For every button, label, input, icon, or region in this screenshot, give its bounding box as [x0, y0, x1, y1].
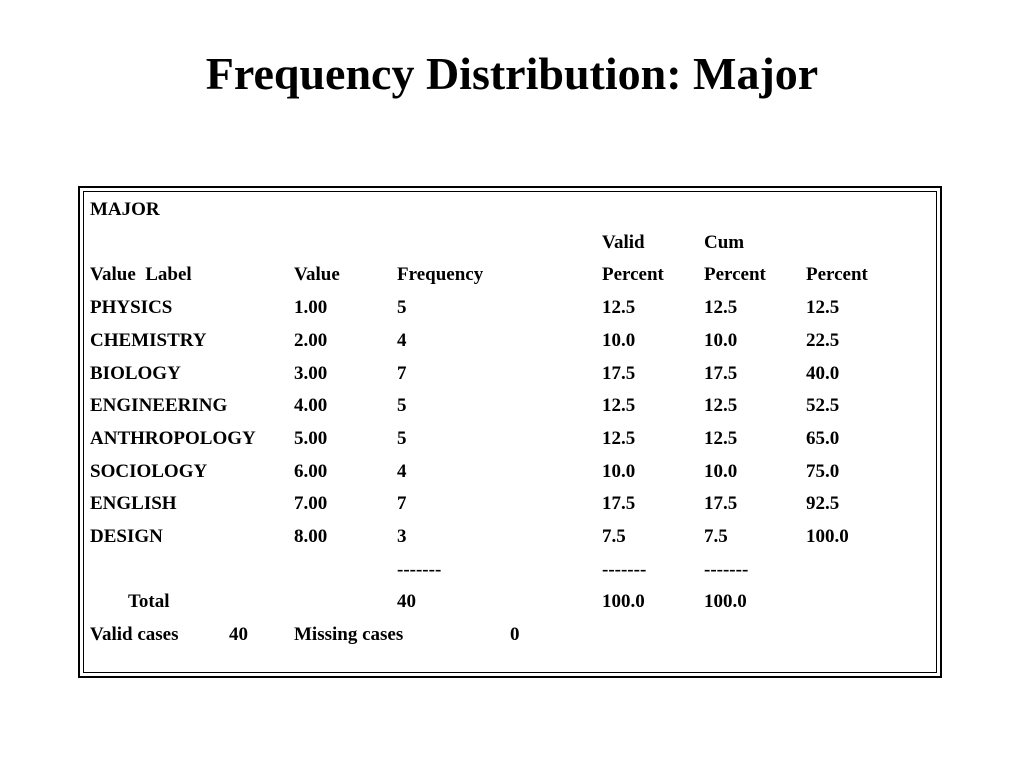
row-frequency: 7: [397, 493, 407, 515]
header-cum-percent: Percent: [806, 264, 868, 286]
row-valid-percent: 10.0: [704, 329, 738, 351]
row-label: ANTHROPOLOGY: [90, 427, 256, 449]
row-percent: 12.5: [602, 297, 636, 319]
header-value: Value: [294, 264, 340, 286]
row-value: 6.00: [294, 460, 328, 482]
row-percent: 17.5: [602, 493, 636, 515]
row-percent: 7.5: [602, 526, 626, 547]
row-cum-percent: 92.5: [806, 493, 840, 515]
row-valid-percent: 12.5: [704, 297, 738, 319]
row-percent: 12.5: [602, 427, 636, 449]
row-value: 7.00: [294, 493, 328, 515]
row-label: SOCIOLOGY: [90, 460, 208, 482]
separator-frequency: -------: [397, 558, 442, 580]
missing-cases-label: Missing cases: [294, 624, 404, 646]
total-percent: 100.0: [602, 591, 645, 613]
total-label: Total: [128, 591, 170, 613]
row-cum-percent: 75.0: [806, 460, 840, 482]
row-value: 5.00: [294, 427, 328, 449]
row-label: ENGINEERING: [90, 395, 228, 417]
row-label: ENGLISH: [90, 493, 177, 515]
valid-cases-label: Valid cases: [90, 624, 179, 646]
row-label: CHEMISTRY: [90, 329, 207, 351]
row-valid-percent: 7.5: [704, 526, 728, 547]
row-cum-percent: 52.5: [806, 395, 840, 417]
row-valid-percent: 17.5: [704, 493, 738, 515]
row-label: PHYSICS: [90, 297, 173, 319]
header-percent: Percent: [602, 264, 664, 286]
output-table-frame: [78, 186, 942, 678]
header-valid-percent: Percent: [704, 264, 766, 286]
row-valid-percent: 17.5: [704, 362, 738, 384]
row-cum-percent: 22.5: [806, 329, 840, 351]
total-frequency: 40: [397, 591, 416, 613]
row-frequency: 5: [397, 395, 407, 417]
output-table-inner-border: [83, 191, 937, 673]
slide-title: Frequency Distribution: Major: [205, 48, 819, 99]
header-frequency: Frequency: [397, 264, 484, 286]
row-cum-percent: 65.0: [806, 427, 840, 449]
row-percent: 10.0: [602, 329, 636, 351]
row-frequency: 3: [397, 526, 407, 547]
row-label: DESIGN: [90, 526, 163, 547]
row-frequency: 5: [397, 297, 407, 319]
row-value: 1.00: [294, 297, 328, 319]
row-value: 3.00: [294, 362, 328, 384]
separator-percent: -------: [602, 558, 647, 580]
header-valid: Valid: [602, 231, 645, 253]
row-value: 4.00: [294, 395, 328, 417]
row-frequency: 4: [397, 329, 407, 351]
missing-cases-value: 0: [510, 624, 520, 646]
separator-valid-percent: -------: [704, 558, 749, 580]
total-valid-percent: 100.0: [704, 591, 747, 613]
row-value: 8.00: [294, 526, 328, 547]
row-value: 2.00: [294, 329, 328, 351]
row-cum-percent: 100.0: [806, 526, 849, 547]
valid-cases-value: 40: [229, 624, 248, 646]
row-frequency: 7: [397, 362, 407, 384]
row-percent: 10.0: [602, 460, 636, 482]
header-cum: Cum: [704, 231, 745, 253]
row-valid-percent: 10.0: [704, 460, 738, 482]
row-label: BIOLOGY: [90, 362, 181, 384]
row-percent: 12.5: [602, 395, 636, 417]
row-percent: 17.5: [602, 362, 636, 384]
variable-name: MAJOR: [90, 199, 160, 220]
row-valid-percent: 12.5: [704, 427, 738, 449]
row-frequency: 5: [397, 427, 407, 449]
row-valid-percent: 12.5: [704, 395, 738, 417]
row-cum-percent: 12.5: [806, 297, 840, 319]
row-frequency: 4: [397, 460, 407, 482]
row-cum-percent: 40.0: [806, 362, 840, 384]
header-value-label: Value Label: [90, 264, 192, 286]
